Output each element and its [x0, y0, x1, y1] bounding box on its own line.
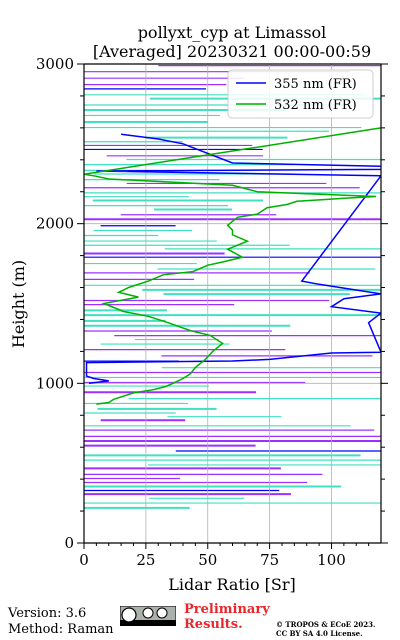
y-axis-label: Height (m): [9, 260, 28, 348]
x-axis-label: Lidar Ratio [Sr]: [168, 575, 296, 594]
y-tick-label: 3000: [36, 55, 74, 73]
preliminary-notice: Preliminary Results.: [184, 602, 270, 632]
cc-icon: [121, 607, 137, 623]
cc-license-badge: [120, 606, 176, 626]
legend-label-355: 355 nm (FR): [274, 77, 357, 92]
preliminary-line2: Results.: [184, 617, 243, 632]
x-tick-label: 0: [79, 551, 89, 569]
version-text: Version: 3.6: [8, 606, 87, 621]
by-icon: [142, 607, 154, 619]
legend-box: [227, 69, 374, 119]
gridlines: [84, 64, 381, 543]
x-tick-label: 50: [198, 551, 217, 569]
copyright-line2: CC BY SA 4.0 License.: [276, 629, 363, 638]
copyright-notice: © TROPOS & ECoE 2023. CC BY SA 4.0 Licen…: [276, 620, 375, 638]
chart-subtitle: [Averaged] 20230321 00:00-00:59: [93, 42, 371, 61]
chart-title: pollyxt_cyp at Limassol: [138, 23, 327, 42]
y-tick-label: 1000: [36, 374, 74, 392]
method-text: Method: Raman: [8, 622, 114, 637]
tick-labels: 0 1000 2000 3000 0 25 50 75 100: [36, 55, 388, 569]
legend: 355 nm (FR) 532 nm (FR): [227, 69, 374, 119]
y-tick-label: 0: [64, 534, 74, 552]
noise-lines: [84, 64, 381, 509]
x-tick-label: 100: [317, 551, 346, 569]
series-line-532: [84, 126, 381, 405]
sa-icon: [156, 607, 168, 619]
y-tick-label: 2000: [36, 215, 74, 233]
series-lines: [84, 126, 381, 405]
x-tick-label: 75: [260, 551, 279, 569]
series-line-355: [85, 133, 381, 385]
x-tick-label: 25: [136, 551, 155, 569]
copyright-line1: © TROPOS & ECoE 2023.: [276, 620, 376, 629]
legend-label-532: 532 nm (FR): [274, 98, 357, 113]
preliminary-line1: Preliminary: [184, 602, 270, 617]
